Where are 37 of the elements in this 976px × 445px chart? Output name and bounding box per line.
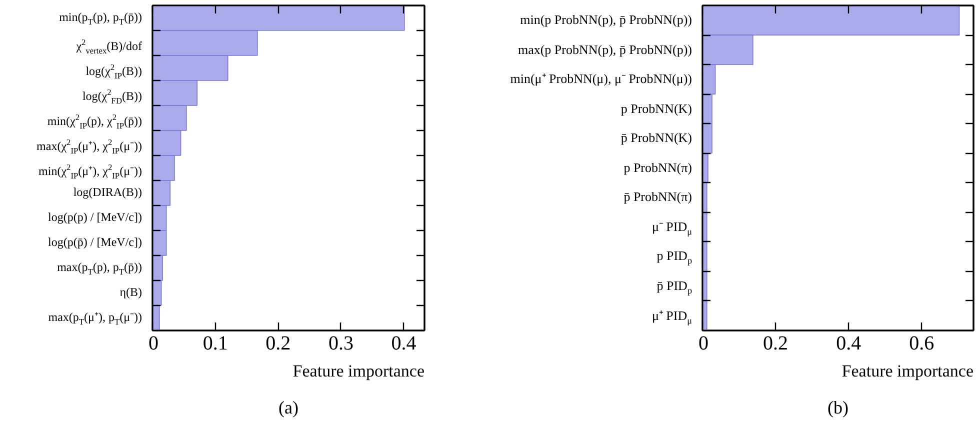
y-tick-label: log(p(p̄) / [MeV/c]) [48,234,142,251]
text: (b) [828,398,849,418]
x-tick-label: 0.4 [391,332,416,354]
y-tick-label: p PID$_{p}$ [656,247,692,268]
x-tick-label: 0.2 [763,332,788,354]
x-tick-label: 0.6 [909,332,934,354]
y-tick-label: χ$^{2}$$_{vertex}$(B)/dof [76,37,142,56]
y-tick-label: log(p(p) / [MeV/c]) [48,209,142,226]
y-tick-label: min(χ$^{2}$$_{IP}$(μ⁺), χ$^{2}$$_{IP}$(μ⁻)) [38,162,142,180]
x-tick-label: 0.1 [202,332,228,354]
y-tick-label: max(χ$^{2}$$_{IP}$(μ⁺), χ$^{2}$$_{IP}$(μ⁻)) [36,137,142,156]
x-axis-title: Feature importance [292,362,425,380]
y-tick-label: max(p ProbNN(p), p̄ ProbNN(p)) [518,40,692,59]
y-tick-label: μ⁺ PID$_{μ}$ [652,306,692,328]
y-tick-label: μ⁻ PID$_{μ}$ [652,218,692,238]
x-tick-label: 0.3 [328,332,354,354]
x-tick-label: 0.2 [266,332,291,354]
x-axis-title: Feature importance [842,362,974,380]
y-tick-label: p̄ PID$_{p}$ [656,276,692,298]
y-tick-label: max(p$_{T}$(p), p$_{T}$(p̄)) [57,259,142,278]
text: (a) [278,398,298,418]
x-tick-label: 0 [698,332,708,354]
y-tick-label: p̄ ProbNN(K) [620,129,692,148]
y-tick-label: max(p$_{T}$(μ⁺), p$_{T}$(μ⁻)) [48,309,142,328]
y-tick-label: p̄ ProbNN(π) [624,188,692,206]
y-tick-label: p ProbNN(K) [620,100,692,118]
y-tick-label: p ProbNN(π) [624,158,692,177]
y-tick-label: log(χ$^{2}$$_{IP}$(B)) [86,62,142,80]
y-tick-label: η(B) [120,284,142,301]
y-tick-label: min(p$_{T}$(p), p$_{T}$(p̄)) [59,9,142,28]
y-tick-label: min(χ$^{2}$$_{IP}$(p), χ$^{2}$$_{IP}$(p̄)) [47,112,142,130]
y-tick-label: min(p ProbNN(p), p̄ ProbNN(p)) [520,11,692,29]
x-tick-label: 0 [148,332,158,354]
y-tick-label: log(χ$^{2}$$_{FD}$(B)) [82,87,142,106]
y-tick-label: log(DIRA(B)) [73,184,142,201]
x-tick-label: 0.4 [836,332,862,354]
y-tick-label: min(μ⁺ ProbNN(μ), μ⁻ ProbNN(μ)) [510,70,692,88]
